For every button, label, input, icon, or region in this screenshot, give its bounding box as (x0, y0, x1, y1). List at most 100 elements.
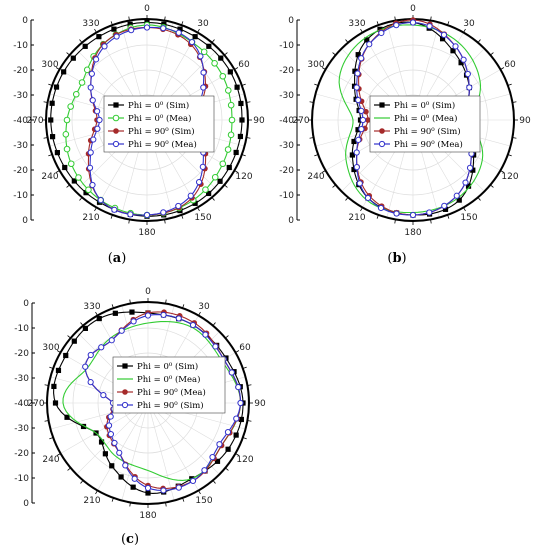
data-point (355, 127, 361, 133)
angle-tick-mark (512, 101, 517, 103)
angle-tick-label: 0 (410, 4, 416, 14)
angle-tick-label: 120 (235, 172, 252, 182)
data-point (227, 131, 235, 139)
data-point (62, 131, 70, 138)
angle-tick-mark (430, 219, 432, 224)
data-point (189, 477, 197, 485)
legend-marker (113, 102, 119, 108)
angle-tick-mark (212, 480, 216, 484)
panel-label-b: (b) (387, 251, 406, 266)
angle-tick-mark (234, 67, 239, 70)
data-point (224, 146, 232, 153)
data-point (200, 48, 208, 56)
angle-tick-mark (55, 170, 60, 173)
data-point (216, 441, 223, 448)
angle-tick-mark (55, 67, 60, 70)
data-point (227, 69, 233, 75)
radial-tick-label: -40 (279, 116, 294, 126)
angle-tick-mark (181, 21, 184, 26)
angle-tick-mark (477, 39, 481, 43)
legend-marker (378, 140, 386, 148)
panel-label-c: (c) (121, 532, 139, 547)
data-point (109, 463, 115, 469)
data-point (63, 352, 69, 359)
data-point (111, 26, 117, 32)
data-point (358, 107, 365, 114)
data-point (358, 126, 365, 133)
angle-tick-mark (198, 311, 201, 316)
legend-marker (113, 128, 119, 134)
data-point (75, 174, 82, 181)
angle-tick-mark (80, 480, 84, 484)
data-point (82, 43, 88, 49)
angle-tick-mark (314, 154, 319, 157)
angle-tick-mark (321, 170, 326, 173)
data-point (90, 136, 97, 143)
data-point (453, 192, 460, 199)
data-point (88, 70, 95, 77)
data-point (352, 68, 358, 74)
angle-tick-mark (376, 21, 379, 26)
legend-marker (379, 102, 385, 108)
angle-tick-label: 210 (348, 213, 365, 223)
angle-tick-mark (79, 39, 83, 43)
angle-tick-mark (490, 184, 494, 188)
angle-tick-mark (67, 335, 71, 339)
data-point (239, 117, 245, 123)
angle-tick-mark (360, 28, 363, 33)
data-point (82, 363, 89, 370)
angle-tick-mark (463, 207, 466, 212)
radial-tick-label: -20 (13, 166, 28, 176)
data-point (238, 416, 244, 423)
data-point (219, 72, 227, 80)
angle-tick-mark (360, 207, 363, 212)
angle-tick-mark (507, 83, 512, 86)
legend-entry: Phi = 90⁰ (Mea) (137, 387, 206, 398)
data-point (235, 383, 242, 391)
angle-tick-mark (110, 21, 113, 26)
data-point (470, 167, 476, 173)
data-point (51, 383, 57, 390)
data-point (80, 423, 87, 430)
angle-tick-label: 330 (82, 19, 99, 29)
angle-tick-label: 90 (253, 116, 265, 126)
angle-tick-mark (94, 207, 97, 212)
data-point (87, 149, 94, 156)
angle-tick-mark (66, 184, 70, 188)
data-point (87, 379, 94, 386)
data-point (217, 178, 223, 184)
data-point (67, 160, 75, 168)
data-point (175, 484, 182, 491)
angle-tick-mark (332, 184, 336, 188)
polar-chart-b: 0 30 60 90 120 150 180 210 240 270 300 330 0 0 -10 -10 -… (279, 4, 531, 238)
angle-tick-mark (164, 219, 166, 224)
angle-tick-mark (164, 16, 166, 21)
data-point (111, 206, 118, 213)
angle-tick-mark (49, 366, 54, 369)
data-point (366, 41, 373, 48)
data-point (212, 343, 219, 350)
angle-tick-label: 60 (238, 60, 250, 70)
data-point (122, 462, 129, 469)
data-point (130, 318, 137, 325)
angle-tick-label: 90 (254, 399, 266, 409)
data-point (393, 22, 400, 29)
data-point (440, 31, 448, 39)
data-point (351, 138, 357, 145)
data-point (466, 164, 474, 171)
radial-tick-label: -20 (14, 349, 29, 359)
data-point (111, 439, 118, 447)
angle-tick-mark (128, 219, 130, 224)
data-point (105, 422, 113, 429)
radial-tick-label: -10 (14, 474, 29, 484)
data-point (71, 178, 77, 184)
data-point (131, 475, 138, 482)
data-point (450, 48, 456, 54)
angle-tick-mark (182, 497, 185, 502)
legend-entry: Phi = 0⁰ (Mea) (394, 113, 457, 124)
angle-tick-label: 120 (236, 455, 253, 465)
radial-tick-label: -30 (279, 91, 294, 101)
data-point (226, 164, 232, 171)
data-point (143, 24, 151, 31)
